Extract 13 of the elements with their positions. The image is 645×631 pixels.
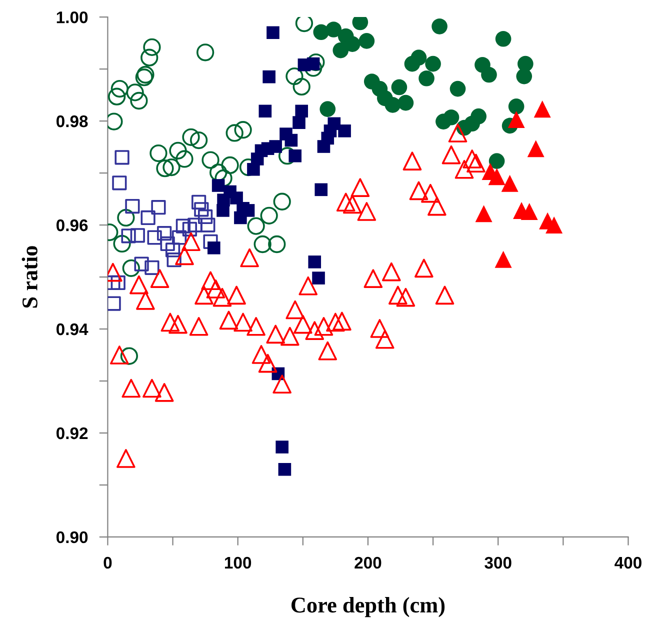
x-tick-label: 300 (484, 556, 512, 569)
x-tick-label: 0 (104, 556, 112, 569)
y-tick-label: 1.00 (56, 11, 88, 24)
y-tick-label: 0.96 (56, 219, 88, 232)
x-tick-label: 200 (354, 556, 382, 569)
y-tick-label: 0.90 (56, 531, 88, 544)
x-tick-label: 100 (224, 556, 252, 569)
y-axis-title: S ratio (22, 246, 38, 308)
y-tick-label: 0.98 (56, 115, 88, 128)
y-tick-label: 0.94 (56, 323, 88, 336)
y-tick-label: 0.92 (56, 427, 88, 440)
x-axis-title: Core depth (cm) (292, 596, 445, 618)
x-tick-label: 400 (614, 556, 642, 569)
